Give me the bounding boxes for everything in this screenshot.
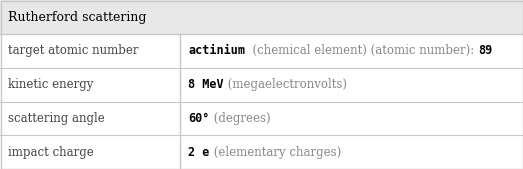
Text: (megaelectronvolts): (megaelectronvolts) [224, 78, 347, 91]
Text: Rutherford scattering: Rutherford scattering [8, 10, 146, 23]
Text: (degrees): (degrees) [210, 112, 270, 125]
Text: 89: 89 [479, 44, 493, 57]
Text: scattering angle: scattering angle [8, 112, 105, 125]
Text: 2 e: 2 e [188, 146, 210, 159]
Text: 8 MeV: 8 MeV [188, 78, 224, 91]
Text: kinetic energy: kinetic energy [8, 78, 94, 91]
Bar [0, 0, 523, 34]
Text: 60°: 60° [188, 112, 210, 125]
Text: (chemical element) (atomic number):: (chemical element) (atomic number): [245, 44, 479, 57]
Text: target atomic number: target atomic number [8, 44, 139, 57]
Text: (elementary charges): (elementary charges) [210, 146, 341, 159]
Text: actinium: actinium [188, 44, 245, 57]
Text: impact charge: impact charge [8, 146, 94, 159]
